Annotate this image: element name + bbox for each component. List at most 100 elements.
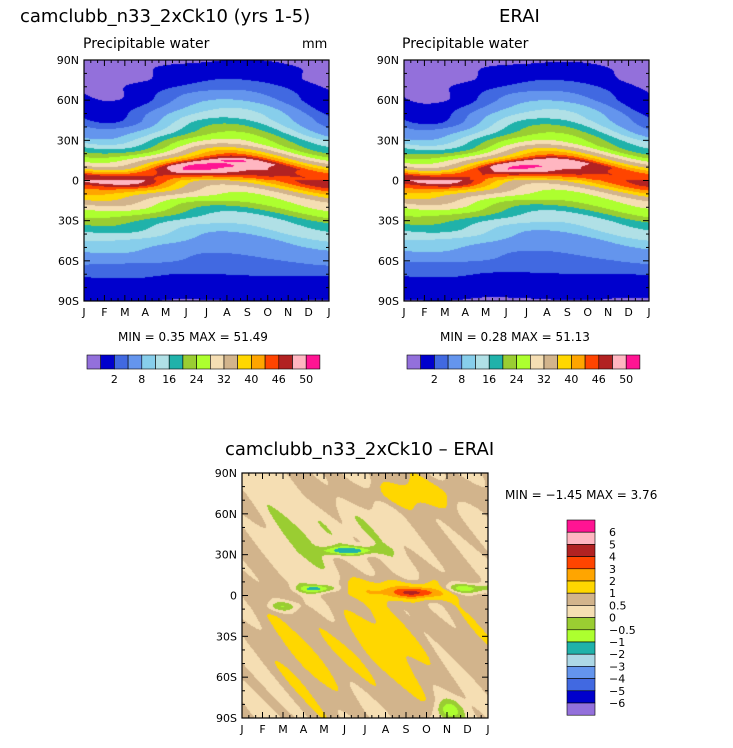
left-x-tick-label: D (304, 306, 312, 319)
right-y-tick-label: 30S (378, 215, 399, 228)
left-panel-subtitle: Precipitable water (83, 36, 210, 52)
bottom-legend-label: −0.5 (609, 624, 636, 637)
bottom-x-tick-label: J (342, 723, 346, 736)
left-panel-title: camclubb_n33_2xCk10 (yrs 1-5) (20, 6, 310, 27)
left-x-tick-label: F (101, 306, 107, 319)
left-legend-swatch (305, 354, 321, 370)
left-legend-swatch (127, 354, 143, 370)
difference-contour-field (242, 473, 488, 718)
right-legend-swatch (557, 354, 572, 370)
bottom-legend-swatch (566, 519, 596, 533)
right-legend-swatch (584, 354, 600, 370)
right-x-tick-label: J (524, 306, 528, 319)
left-legend-label: 8 (138, 373, 145, 386)
bottom-x-tick-label: A (382, 723, 390, 736)
left-legend-swatch (237, 354, 252, 370)
bottom-legend-label: −6 (609, 697, 625, 710)
bottom-y-tick-label: 90S (216, 712, 237, 725)
bottom-legend-swatch (566, 666, 596, 679)
bottom-legend-swatch (566, 641, 596, 655)
left-x-tick-label: N (284, 306, 292, 319)
left-x-tick-label: J (81, 306, 85, 319)
right-x-tick-label: A (543, 306, 551, 319)
bottom-legend-label: 4 (609, 551, 616, 564)
left-legend-swatch (114, 354, 129, 370)
left-y-tick-label: 30N (57, 134, 79, 147)
bottom-x-tick-label: M (319, 723, 329, 736)
bottom-x-tick-label: M (278, 723, 288, 736)
right-legend-swatch (406, 354, 421, 370)
right-legend-label: 2 (431, 373, 438, 386)
right-legend-swatch (434, 354, 449, 370)
bottom-legend-label: 1 (609, 587, 616, 600)
bottom-legend-swatch (566, 605, 596, 618)
left-legend-label: 2 (111, 373, 118, 386)
left-legend-swatch (278, 354, 293, 370)
right-x-tick-label: J (401, 306, 405, 319)
bottom-legend-label: −1 (609, 636, 625, 649)
left-y-tick-label: 60S (58, 255, 79, 268)
right-legend-swatch (475, 354, 490, 370)
right-panel-subtitle: Precipitable water (402, 36, 529, 52)
right-legend-label: 46 (592, 373, 606, 386)
bottom-x-tick-label: D (463, 723, 471, 736)
right-x-tick-label: M (440, 306, 450, 319)
right-legend-label: 32 (537, 373, 551, 386)
right-x-tick-label: D (624, 306, 632, 319)
left-x-tick-label: J (326, 306, 330, 319)
left-y-tick-label: 0 (72, 175, 79, 188)
right-x-tick-label: S (564, 306, 571, 319)
bottom-legend-swatch (566, 544, 596, 557)
bottom-legend-label: 3 (609, 563, 616, 576)
bottom-y-tick-label: 60N (215, 508, 237, 521)
left-y-tick-label: 90N (57, 54, 79, 67)
left-y-tick-label: 90S (58, 295, 79, 308)
right-x-tick-label: J (503, 306, 507, 319)
bottom-legend-swatch (566, 678, 596, 692)
bottom-legend-swatch (566, 568, 596, 582)
left-legend-label: 40 (244, 373, 258, 386)
bottom-x-tick-label: J (362, 723, 366, 736)
right-legend-swatch (488, 354, 504, 370)
bottom-legend-label: 0.5 (609, 599, 627, 612)
bottom-legend-label: 5 (609, 538, 616, 551)
left-y-tick-label: 60N (57, 94, 79, 107)
bottom-legend-swatch (566, 617, 596, 631)
left-legend-swatch (155, 354, 170, 370)
right-x-tick-label: A (461, 306, 469, 319)
left-legend-swatch (292, 354, 307, 370)
bottom-legend-swatch (566, 702, 596, 716)
bottom-y-tick-label: 30N (215, 549, 237, 562)
left-x-tick-label: O (263, 306, 272, 319)
right-legend-swatch (543, 354, 558, 370)
bottom-y-tick-label: 0 (230, 590, 237, 603)
bottom-x-tick-label: J (239, 723, 243, 736)
left-panel-units: mm (302, 37, 327, 52)
right-legend-swatch (447, 354, 463, 370)
bottom-legend-label: −4 (609, 673, 625, 686)
left-x-tick-label: M (161, 306, 171, 319)
bottom-panel-title: camclubb_n33_2xCk10 – ERAI (225, 439, 494, 460)
right-x-tick-label: F (421, 306, 427, 319)
bottom-y-tick-label: 90N (215, 467, 237, 480)
right-legend-label: 16 (482, 373, 496, 386)
right-y-tick-label: 60S (378, 255, 399, 268)
right-legend-swatch (420, 354, 435, 370)
bottom-legend-swatch (566, 592, 596, 606)
right-y-tick-label: 60N (377, 94, 399, 107)
right-legend-label: 40 (564, 373, 578, 386)
bottom-legend-swatch (566, 690, 596, 704)
left-legend-swatch (210, 354, 225, 370)
left-x-tick-label: J (183, 306, 187, 319)
left-legend-swatch (100, 354, 115, 370)
bottom-x-tick-label: N (443, 723, 451, 736)
left-legend-label: 32 (217, 373, 231, 386)
right-minmax: MIN = 0.28 MAX = 51.13 (440, 330, 590, 344)
right-x-tick-label: O (583, 306, 592, 319)
left-legend: 2 8 16 24 32 40 46 50 (86, 354, 321, 386)
bottom-legend-label: 0 (609, 612, 616, 625)
right-legend-swatch (571, 354, 586, 370)
